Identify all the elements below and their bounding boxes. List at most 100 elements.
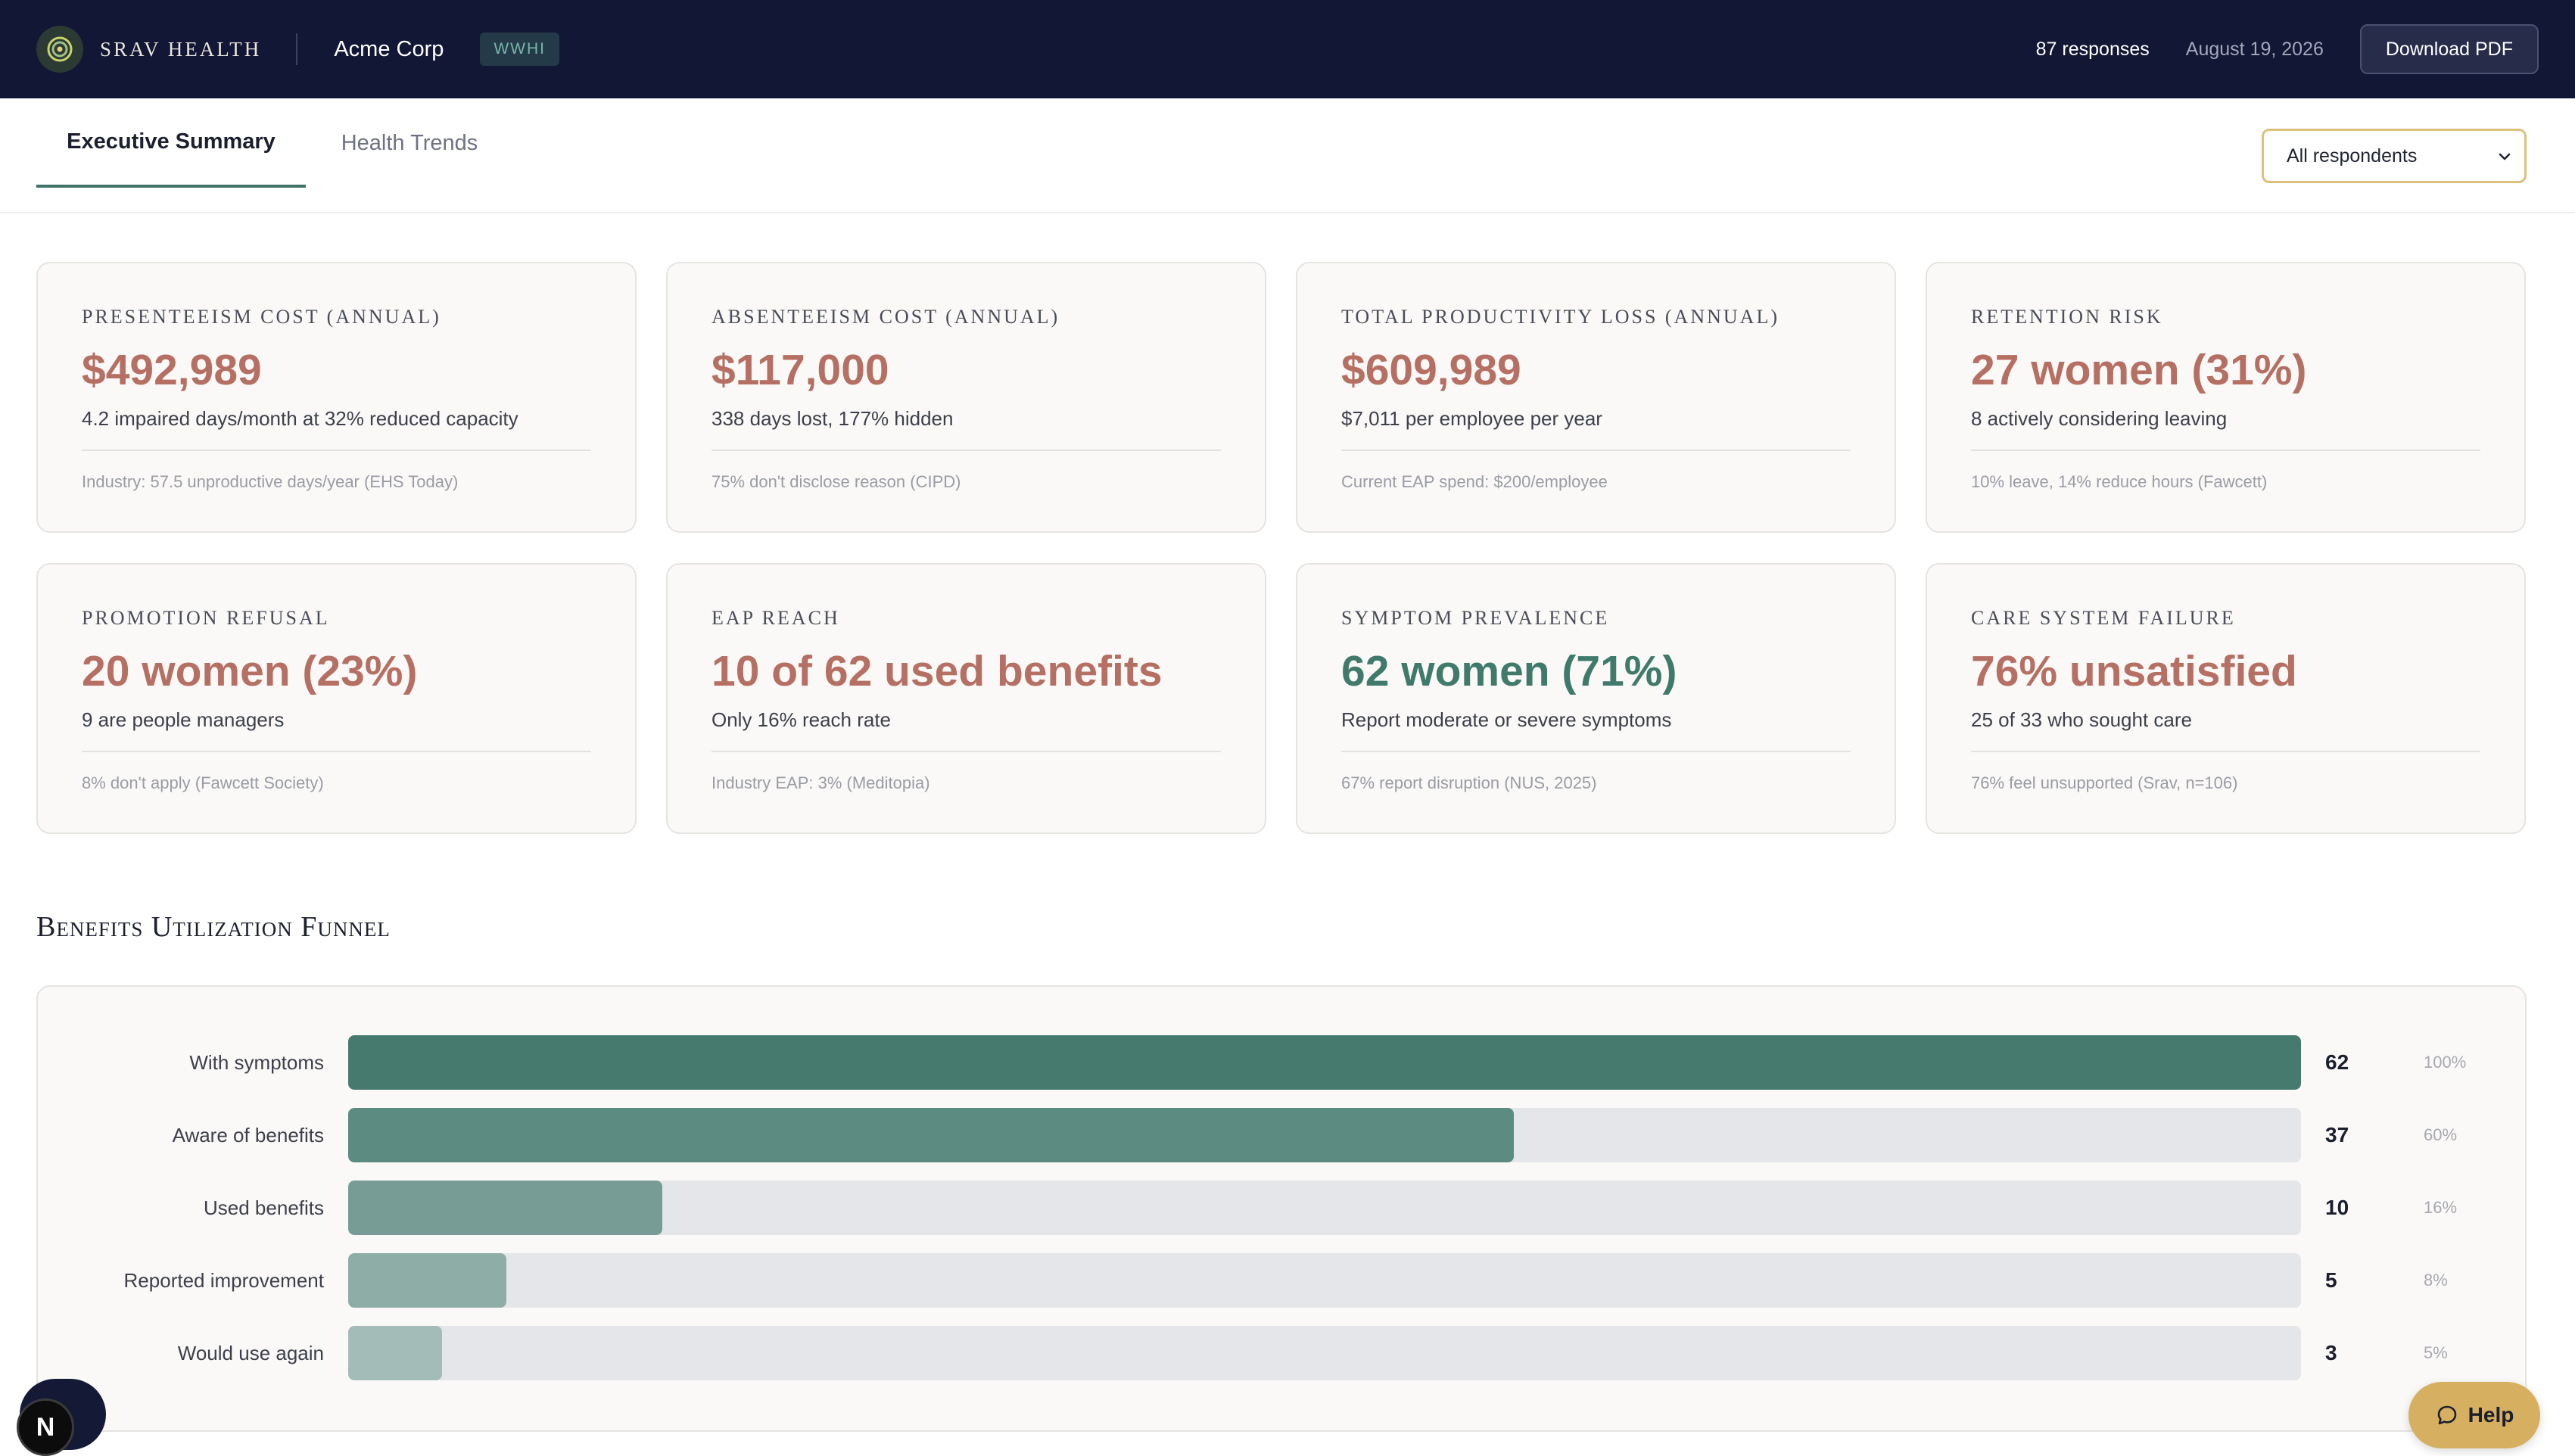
funnel-bar-track (348, 1253, 2301, 1308)
funnel-bar-fill (348, 1253, 506, 1308)
card-label: Absenteeism Cost (Annual) (711, 306, 1060, 328)
respondent-filter-select[interactable]: All respondents (2262, 129, 2527, 183)
funnel-bar-fill (348, 1181, 663, 1235)
funnel-row-percent: 8% (2424, 1271, 2448, 1290)
card-footnote: 10% leave, 14% reduce hours (Fawcett) (1971, 472, 2268, 491)
card-subtext: 8 actively considering leaving (1971, 407, 2228, 430)
respondent-filter-value: All respondents (2287, 145, 2418, 166)
funnel-row-used: Used benefits 10 16% (38, 1181, 2528, 1235)
funnel-bar-track (348, 1181, 2301, 1235)
funnel-bar-fill (348, 1035, 2301, 1090)
metrics-grid: Presenteeism Cost (Annual) $492,989 4.2 … (36, 262, 2527, 834)
dev-tools-avatar[interactable]: N (17, 1398, 74, 1456)
funnel-row-label: Aware of benefits (172, 1124, 324, 1146)
card-subtext: Report moderate or severe symptoms (1341, 708, 1672, 731)
funnel-row-count: 5 (2325, 1268, 2337, 1292)
tab-health-trends[interactable]: Health Trends (341, 130, 478, 155)
card-promotion-refusal: Promotion Refusal 20 women (23%) 9 are p… (36, 563, 637, 834)
card-footnote: Industry EAP: 3% (Meditopia) (711, 773, 930, 792)
funnel-section-title: Benefits Utilization Funnel (36, 911, 391, 943)
card-label: EAP Reach (711, 607, 840, 629)
funnel-row-percent: 16% (2424, 1198, 2458, 1217)
card-divider (711, 450, 1221, 451)
card-value: 76% unsatisfied (1971, 647, 2297, 695)
card-label: Symptom Prevalence (1341, 607, 1610, 629)
card-footnote: Current EAP spend: $200/employee (1341, 472, 1608, 491)
card-subtext: $7,011 per employee per year (1341, 407, 1602, 430)
funnel-row-percent: 100% (2424, 1053, 2467, 1072)
funnel-row-percent: 5% (2424, 1343, 2448, 1362)
card-presenteeism-cost: Presenteeism Cost (Annual) $492,989 4.2 … (36, 262, 637, 533)
brand-logo-icon[interactable] (36, 26, 83, 73)
funnel-row-label: Reported improvement (123, 1269, 324, 1292)
card-value: $492,989 (82, 346, 262, 394)
card-retention-risk: Retention Risk 27 women (31%) 8 actively… (1926, 262, 2526, 533)
card-subtext: 4.2 impaired days/month at 32% reduced c… (82, 407, 518, 430)
funnel-row-use-again: Would use again 3 5% (38, 1326, 2528, 1380)
card-label: Care System Failure (1971, 607, 2236, 629)
company-name: Acme Corp (334, 36, 444, 61)
card-divider (1971, 751, 2480, 752)
card-label: Total Productivity Loss (Annual) (1341, 306, 1779, 328)
tab-executive-summary[interactable]: Executive Summary (36, 98, 306, 188)
card-total-productivity-loss: Total Productivity Loss (Annual) $609,98… (1296, 262, 1896, 533)
card-symptom-prevalence: Symptom Prevalence 62 women (71%) Report… (1296, 563, 1896, 834)
top-bar: SRAV HEALTH Acme Corp WWHI 87 responses … (0, 0, 2575, 98)
funnel-bar-fill (348, 1326, 442, 1380)
card-value: $117,000 (711, 346, 889, 394)
card-divider (1341, 751, 1851, 752)
funnel-row-count: 3 (2325, 1341, 2337, 1364)
card-care-system-failure: Care System Failure 76% unsatisfied 25 o… (1926, 563, 2526, 834)
response-count: 87 responses (2035, 38, 2150, 60)
funnel-row-with-symptoms: With symptoms 62 100% (38, 1035, 2528, 1090)
card-footnote: 76% feel unsupported (Srav, n=106) (1971, 773, 2238, 792)
card-absenteeism-cost: Absenteeism Cost (Annual) $117,000 338 d… (666, 262, 1266, 533)
header-meta: 87 responses August 19, 2026 Download PD… (2036, 24, 2539, 74)
card-footnote: Industry: 57.5 unproductive days/year (E… (82, 472, 459, 491)
funnel-row-aware: Aware of benefits 37 60% (38, 1108, 2528, 1162)
card-divider (1341, 450, 1851, 451)
card-divider (82, 450, 591, 451)
download-pdf-button[interactable]: Download PDF (2359, 24, 2539, 74)
funnel-bar-fill (348, 1108, 1515, 1162)
card-value: 20 women (23%) (82, 647, 418, 695)
funnel-row-count: 62 (2325, 1050, 2349, 1074)
benefits-funnel-chart: With symptoms 62 100% Aware of benefits … (36, 985, 2527, 1432)
card-subtext: 25 of 33 who sought care (1971, 708, 2192, 731)
card-label: Presenteeism Cost (Annual) (82, 306, 441, 328)
card-footnote: 67% report disruption (NUS, 2025) (1341, 773, 1597, 792)
card-divider (1971, 450, 2480, 451)
company-code-badge: WWHI (480, 33, 560, 66)
help-label: Help (2468, 1403, 2514, 1426)
funnel-bar-track (348, 1108, 2301, 1162)
funnel-bar-track (348, 1035, 2301, 1090)
chat-bubble-icon (2437, 1405, 2456, 1425)
card-footnote: 75% don't disclose reason (CIPD) (711, 472, 961, 491)
funnel-row-count: 37 (2325, 1123, 2349, 1146)
funnel-bar-track (348, 1326, 2301, 1380)
help-button[interactable]: Help (2408, 1382, 2540, 1448)
card-divider (82, 751, 591, 752)
card-value: 62 women (71%) (1341, 647, 1677, 695)
card-subtext: Only 16% reach rate (711, 708, 892, 731)
funnel-row-improvement: Reported improvement 5 8% (38, 1253, 2528, 1308)
header-divider (296, 33, 298, 65)
card-subtext: 9 are people managers (82, 708, 285, 731)
funnel-row-percent: 60% (2424, 1125, 2458, 1144)
card-value: 27 women (31%) (1971, 346, 2307, 394)
chevron-down-icon (2499, 153, 2511, 160)
report-date: August 19, 2026 (2185, 38, 2324, 60)
card-value: $609,989 (1341, 346, 1521, 394)
tab-bar: Executive Summary Health Trends All resp… (0, 98, 2575, 213)
funnel-row-count: 10 (2325, 1196, 2349, 1219)
card-divider (711, 751, 1221, 752)
brand-name: SRAV HEALTH (100, 37, 262, 61)
card-footnote: 8% don't apply (Fawcett Society) (82, 773, 324, 792)
funnel-row-label: Would use again (177, 1342, 324, 1364)
card-value: 10 of 62 used benefits (711, 647, 1163, 695)
card-eap-reach: EAP Reach 10 of 62 used benefits Only 16… (666, 563, 1266, 834)
funnel-row-label: Used benefits (204, 1196, 324, 1219)
card-subtext: 338 days lost, 177% hidden (711, 407, 954, 430)
card-label: Retention Risk (1971, 306, 2163, 328)
funnel-row-label: With symptoms (189, 1051, 324, 1074)
